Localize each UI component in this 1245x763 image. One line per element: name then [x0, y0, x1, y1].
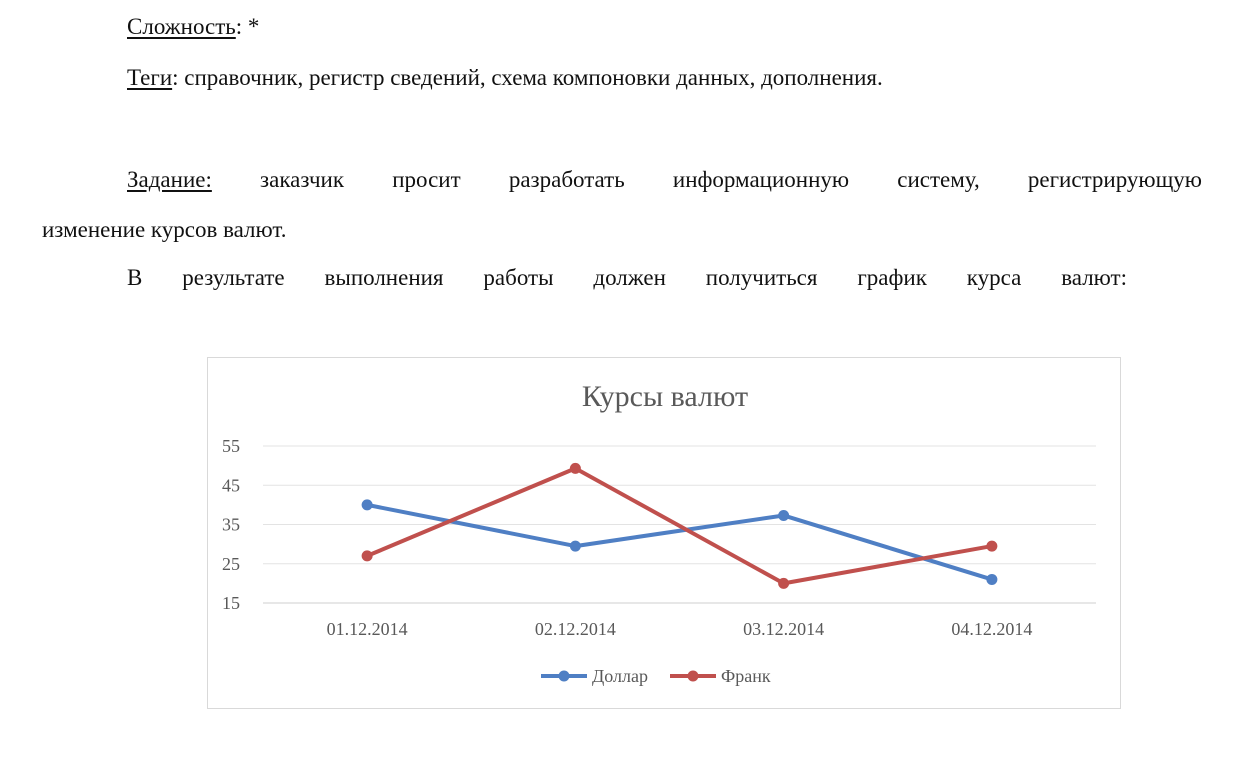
complexity-value: : * [235, 14, 260, 39]
data-point [778, 509, 790, 521]
y-tick-label: 55 [222, 436, 240, 456]
task-text: заказчик просит разработать информационн… [211, 167, 1202, 192]
complexity-line: Сложность: * [127, 15, 259, 38]
legend-item: Доллар [541, 666, 648, 686]
series-line [365, 502, 994, 582]
x-tick-label: 01.12.2014 [327, 619, 408, 639]
data-point [986, 540, 998, 552]
chart-title: Курсы валют [582, 380, 748, 413]
y-tick-label: 45 [222, 475, 240, 495]
x-tick-label: 04.12.2014 [951, 619, 1032, 639]
result-text: В результате выполнения работы должен по… [127, 265, 1127, 290]
data-point [361, 550, 373, 562]
tags-label: Теги [127, 65, 173, 90]
data-point [986, 573, 998, 585]
y-tick-label: 35 [222, 515, 240, 535]
legend-swatch-marker [687, 670, 699, 682]
legend-swatch-marker [558, 670, 570, 682]
legend-label: Доллар [592, 666, 648, 686]
y-tick-label: 15 [222, 593, 240, 613]
task-text-continued: изменение курсов валют. [42, 217, 287, 242]
series-1 [361, 499, 998, 585]
legend: Доллар Франк [541, 666, 771, 686]
legend-label: Франк [721, 666, 771, 686]
data-point [569, 540, 581, 552]
x-tick-label: 03.12.2014 [743, 619, 824, 639]
task-label: Задание: [127, 167, 212, 192]
series-2 [361, 462, 998, 589]
y-tick-label: 25 [222, 554, 240, 574]
legend-item: Франк [670, 666, 771, 686]
chart-frame: Курсы валют 15 25 35 45 55 01.12.2014 02.12.2… [207, 357, 1121, 709]
series-layer [361, 462, 998, 589]
line-chart: Курсы валют 15 25 35 45 55 01.12.2014 02.12.2… [222, 380, 1096, 686]
data-point [569, 462, 581, 474]
x-axis-ticks: 01.12.2014 02.12.2014 03.12.2014 04.12.2014 [327, 619, 1033, 639]
tags-line: Теги: справочник, регистр сведений, схем… [127, 66, 883, 89]
data-point [361, 499, 373, 511]
x-tick-label: 02.12.2014 [535, 619, 616, 639]
y-axis-ticks: 15 25 35 45 55 [222, 436, 240, 613]
data-point [778, 577, 790, 589]
task-line: Задание: заказчик просит разработать инф… [127, 168, 1202, 191]
series-line [365, 466, 994, 586]
tags-value: : справочник, регистр сведений, схема ко… [172, 65, 883, 90]
complexity-label: Сложность [127, 14, 236, 39]
